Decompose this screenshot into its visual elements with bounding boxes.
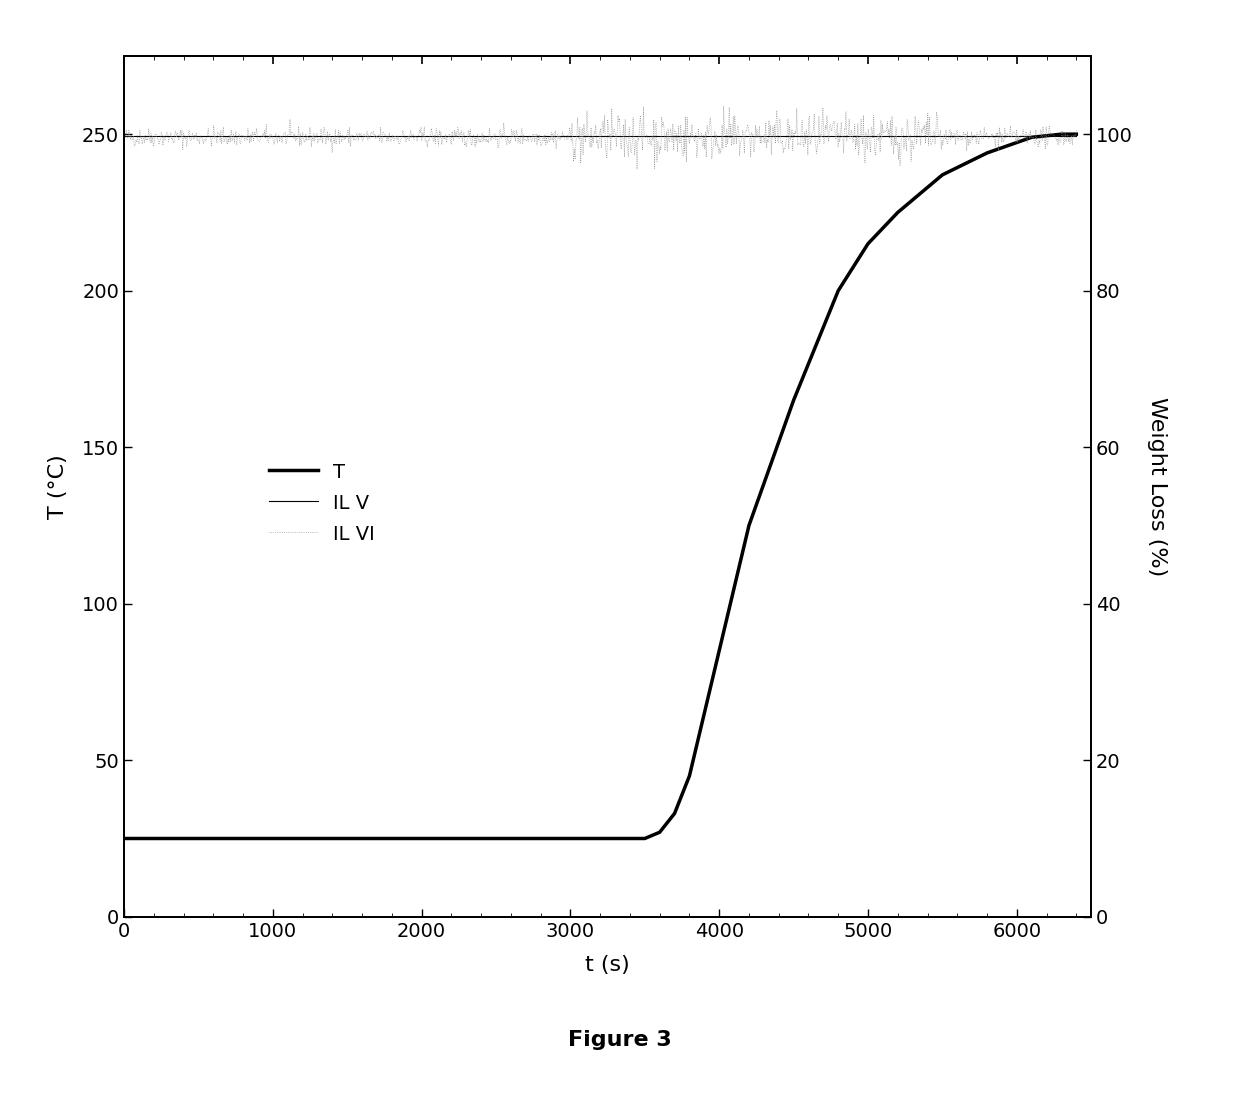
IL VI (637, 131, 652, 144)
IL VI (529, 139, 544, 152)
IL VI (630, 162, 645, 176)
IL VI (438, 133, 453, 146)
T (890, 206, 905, 219)
IL VI (277, 125, 291, 139)
Y-axis label: T (°C): T (°C) (48, 454, 68, 519)
T (563, 832, 578, 845)
T (786, 394, 801, 407)
T (712, 644, 727, 657)
T (414, 832, 429, 845)
T (742, 519, 756, 532)
T (682, 769, 697, 783)
T (697, 707, 712, 720)
T (637, 832, 652, 845)
T (117, 832, 131, 845)
T (667, 807, 682, 821)
T (191, 832, 206, 845)
T (1054, 127, 1069, 141)
IL VI (717, 100, 732, 113)
T (146, 832, 161, 845)
T (935, 168, 950, 181)
T (980, 146, 994, 160)
Y-axis label: Weight Loss (%): Weight Loss (%) (1147, 397, 1167, 576)
Line: IL VI: IL VI (124, 106, 1076, 169)
IL VI (117, 129, 131, 142)
IL VI (1069, 124, 1084, 138)
IL VI (618, 151, 632, 164)
T (1069, 127, 1084, 141)
T (265, 832, 280, 845)
X-axis label: t (s): t (s) (585, 955, 630, 975)
T (161, 832, 176, 845)
Legend: T, IL V, IL VI: T, IL V, IL VI (259, 453, 384, 553)
T (124, 832, 139, 845)
Text: Figure 3: Figure 3 (568, 1030, 672, 1050)
T (131, 832, 146, 845)
T (831, 284, 846, 297)
T (652, 825, 667, 838)
T (1024, 131, 1039, 144)
IL VI (243, 127, 258, 141)
T (861, 237, 875, 250)
Line: T: T (124, 134, 1076, 838)
